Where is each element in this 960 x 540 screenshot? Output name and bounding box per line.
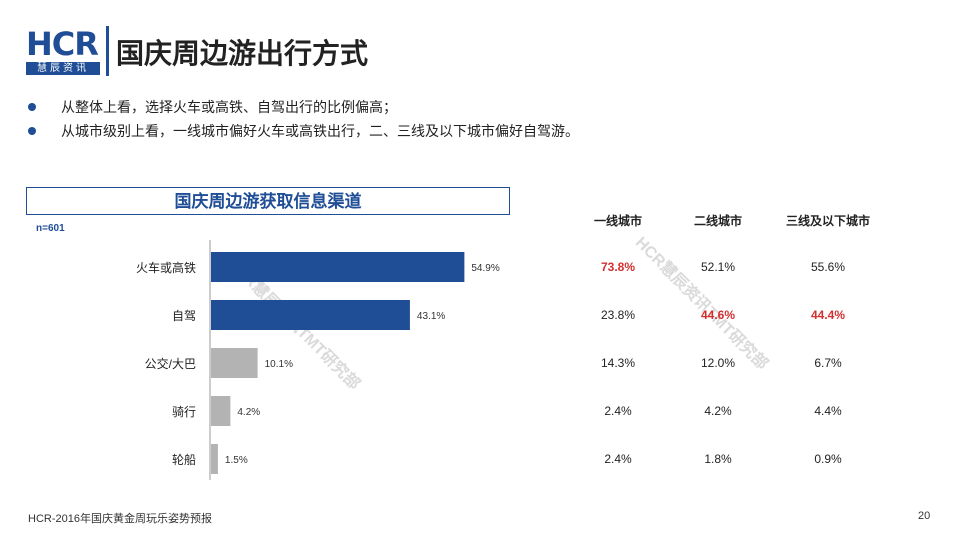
footer-text: HCR-2016年国庆黄金周玩乐姿势预报 (28, 513, 212, 525)
title-divider (106, 26, 109, 76)
table-cell: 0.9% (814, 452, 842, 466)
table-cell: 2.4% (604, 452, 632, 466)
category-label: 火车或高铁 (136, 260, 196, 275)
hcr-logo: HCR 慧辰资讯 (26, 28, 102, 75)
table-cell: 55.6% (810, 260, 846, 274)
bullet-text: 从整体上看，选择火车或高铁、自驾出行的比例偏高； (61, 99, 397, 115)
data-label: 43.1% (417, 311, 445, 322)
table-cell: 1.8% (704, 452, 732, 466)
data-label: 4.2% (237, 407, 260, 418)
chart-title: 国庆周边游获取信息渠道 (26, 187, 510, 215)
table-cell: 4.4% (814, 404, 842, 418)
bar (211, 396, 231, 426)
bullet-dot-icon (28, 127, 36, 135)
sample-size-label: n=601 (36, 223, 65, 234)
category-label: 公交/大巴 (145, 356, 196, 371)
bar (211, 252, 465, 282)
table-cell: 14.3% (600, 356, 636, 370)
col-header-tier1: 一线城市 (593, 214, 642, 228)
table-cell: 44.6% (700, 308, 736, 322)
table-cell: 44.4% (810, 308, 846, 322)
bar (211, 444, 218, 474)
col-header-tier2: 二线城市 (693, 214, 742, 228)
bullet-item: 从整体上看，选择火车或高铁、自驾出行的比例偏高； (28, 96, 579, 120)
page-number: 20 (918, 510, 931, 522)
logo-subtitle: 慧辰资讯 (26, 62, 100, 75)
table-cell: 52.1% (700, 260, 736, 274)
page-title: 国庆周边游出行方式 (116, 38, 369, 69)
data-label: 10.1% (265, 359, 293, 370)
table-cell: 2.4% (604, 404, 632, 418)
table-cell: 4.2% (704, 404, 732, 418)
category-label: 自驾 (172, 309, 196, 323)
bar (211, 348, 258, 378)
col-header-tier3: 三线及以下城市 (785, 214, 870, 228)
bullet-text: 从城市级别上看，一线城市偏好火车或高铁出行，二、三线及以下城市偏好自驾游。 (61, 123, 579, 139)
category-label: 骑行 (172, 405, 196, 419)
data-label: 1.5% (225, 455, 248, 466)
summary-bullets: 从整体上看，选择火车或高铁、自驾出行的比例偏高； 从城市级别上看，一线城市偏好火… (28, 96, 579, 144)
table-cell: 23.8% (600, 308, 636, 322)
table-cell: 73.8% (600, 260, 636, 274)
bullet-dot-icon (28, 103, 36, 111)
bullet-item: 从城市级别上看，一线城市偏好火车或高铁出行，二、三线及以下城市偏好自驾游。 (28, 120, 579, 144)
category-label: 轮船 (172, 453, 196, 467)
table-cell: 12.0% (700, 356, 736, 370)
data-label: 54.9% (471, 263, 499, 274)
logo-text: HCR (26, 25, 99, 63)
table-cell: 6.7% (814, 356, 842, 370)
bar (211, 300, 410, 330)
